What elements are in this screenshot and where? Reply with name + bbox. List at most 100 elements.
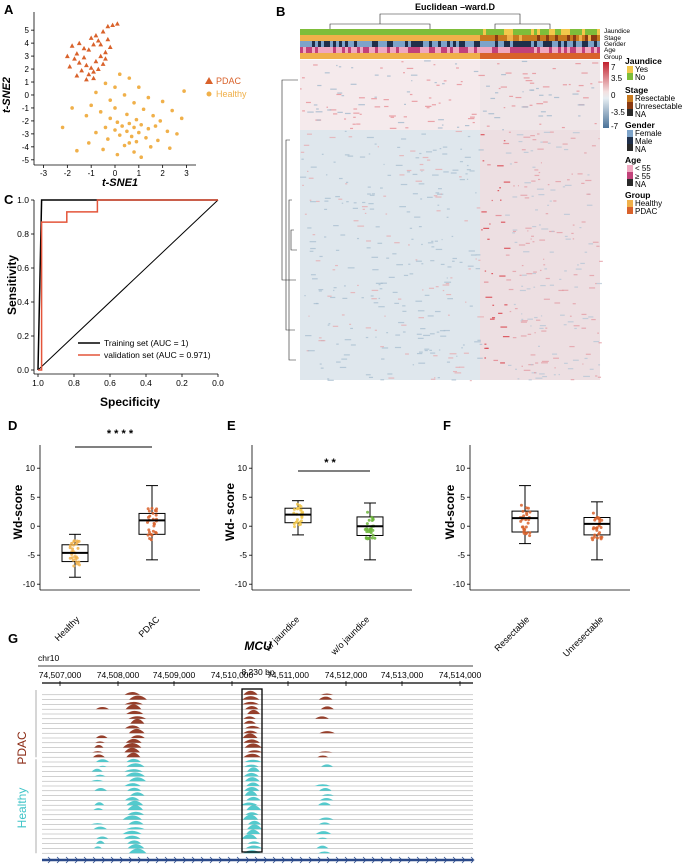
gene-strand-arrow [218,856,223,864]
heat-cell [374,74,379,76]
heat-cell [531,180,536,182]
heat-cell [445,282,450,285]
annot-jaundice-cell [552,29,555,35]
annot-group-cell [408,53,411,59]
heat-cell [536,87,539,90]
gene-strand-arrow [461,856,466,864]
annot-age-cell [351,47,354,53]
annot-age-cell [327,47,330,53]
gene-strand-arrow [425,856,430,864]
box-point [599,525,603,529]
pdac-point [105,36,111,42]
heat-cell [563,148,569,151]
annot-group-cell [432,53,435,59]
box-point [74,557,78,561]
gene-strand-arrow [236,856,241,864]
heat-cell [327,324,330,326]
heat-cell [526,288,531,290]
annot-jaundice-cell [360,29,363,35]
box-point [77,563,81,567]
y-tick-label: 1 [25,78,30,87]
box-point [366,510,370,514]
panel-a-letter: A [4,2,14,17]
heat-cell [590,83,593,85]
annot-stage-cell [489,35,492,41]
heat-cell [312,234,316,236]
tsne-legend: PDAC Healthy [205,76,247,99]
annot-age-cell [420,47,423,53]
heat-cell [499,275,506,277]
box-point [591,538,595,542]
annot-jaundice-cell [558,29,561,35]
heat-cell [572,359,579,361]
heat-cell [415,157,420,159]
heat-cell [523,151,529,154]
heat-cell [347,155,354,157]
annot-group-cell [387,53,390,59]
annot-jaundice-cell [378,29,381,35]
healthy-peak [244,786,260,791]
heat-cell [433,355,438,357]
annot-stage-cell [507,35,510,41]
heat-cell [484,347,489,349]
heat-cell [599,260,603,262]
annot-gender-cell [333,41,336,47]
pdac-peak [124,692,141,695]
annot-gender-cell [573,41,576,47]
heat-cell [421,243,423,246]
heat-cell [321,153,324,155]
heat-cell [384,315,386,317]
heat-cell [498,312,503,314]
annot-stage-cell [417,35,420,41]
heat-cell [530,135,535,137]
annot-age-cell [588,47,591,53]
heat-cell [547,184,550,186]
heat-cell [543,258,545,260]
x-tick-label: 0.6 [104,378,116,388]
annot-label-age: Age [604,47,616,54]
annot-jaundice-cell [375,29,378,35]
box-point [521,509,525,513]
y-tick-label: 0.8 [17,229,29,239]
y-tick-label: 3 [25,52,30,61]
heat-cell [374,96,377,98]
y-tick-label: 0 [25,91,30,100]
heat-cell [556,231,563,234]
heat-cell [524,186,528,188]
healthy-peak [126,758,141,762]
annot-jaundice-cell [516,29,519,35]
heat-cell [505,214,510,216]
pdac-peak [320,706,334,710]
annot-jaundice-cell [414,29,417,35]
annot-jaundice-cell [444,29,447,35]
heat-cell [591,145,596,147]
heat-cell [581,72,588,74]
annot-stage-cell [390,35,393,41]
heat-cell [310,201,316,203]
heat-cell [509,163,512,165]
heat-cell [552,353,558,355]
annot-gender-cell [393,41,396,47]
heat-cell [374,106,381,108]
annot-jaundice-cell [450,29,453,35]
annot-gender-cell [462,41,465,47]
heat-cell [362,201,366,204]
heat-cell [377,146,379,148]
heat-cell [513,303,516,306]
heat-cell [520,194,528,196]
legend-jaundice-no-swatch [627,73,633,80]
annot-age-cell [405,47,408,53]
heat-cell [300,88,302,90]
heat-cell [593,340,600,343]
heat-cell [539,239,546,241]
heat-cell [585,353,591,355]
heat-cell [333,287,337,289]
heat-cell [535,377,543,379]
heat-cell [385,213,388,215]
heat-cell [365,336,369,339]
heat-cell [518,244,526,246]
annot-stage-cell [450,35,453,41]
heat-cell [450,172,457,174]
box-point [365,527,369,531]
annot-stage-cell [594,35,597,41]
